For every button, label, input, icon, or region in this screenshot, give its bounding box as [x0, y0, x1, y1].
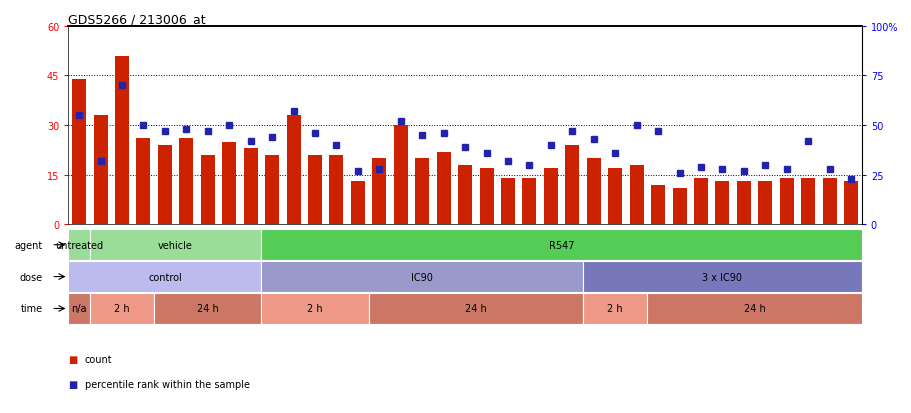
- Bar: [137, 139, 150, 225]
- Bar: [72, 80, 86, 225]
- Bar: [758, 182, 772, 225]
- Text: 24 h: 24 h: [465, 304, 486, 314]
- Bar: [522, 178, 536, 225]
- Bar: [261, 293, 368, 324]
- Bar: [565, 145, 578, 225]
- Bar: [115, 57, 128, 225]
- Bar: [479, 169, 493, 225]
- Bar: [261, 261, 582, 292]
- Bar: [158, 145, 171, 225]
- Bar: [822, 178, 835, 225]
- Bar: [90, 230, 261, 261]
- Text: 2 h: 2 h: [607, 304, 622, 314]
- Text: 3 x IC90: 3 x IC90: [701, 272, 742, 282]
- Bar: [68, 293, 90, 324]
- Bar: [222, 142, 236, 225]
- Bar: [650, 185, 664, 225]
- Text: GDS5266 / 213006_at: GDS5266 / 213006_at: [68, 13, 206, 26]
- Text: n/a: n/a: [71, 304, 87, 314]
- Bar: [693, 178, 707, 225]
- Bar: [243, 149, 258, 225]
- Bar: [500, 178, 515, 225]
- Bar: [286, 116, 301, 225]
- Text: ■: ■: [68, 379, 77, 389]
- Bar: [265, 155, 279, 225]
- Bar: [261, 230, 861, 261]
- Bar: [629, 165, 643, 225]
- Bar: [779, 178, 793, 225]
- Bar: [801, 178, 814, 225]
- Text: 24 h: 24 h: [743, 304, 764, 314]
- Bar: [154, 293, 261, 324]
- Text: R547: R547: [548, 240, 574, 250]
- Bar: [94, 116, 107, 225]
- Bar: [372, 159, 386, 225]
- Bar: [457, 165, 472, 225]
- Text: 24 h: 24 h: [197, 304, 219, 314]
- Bar: [844, 182, 857, 225]
- Text: 2 h: 2 h: [307, 304, 322, 314]
- Bar: [329, 155, 343, 225]
- Bar: [582, 293, 647, 324]
- Bar: [543, 169, 558, 225]
- Bar: [179, 139, 193, 225]
- Bar: [308, 155, 322, 225]
- Bar: [715, 182, 729, 225]
- Text: agent: agent: [15, 240, 43, 250]
- Bar: [90, 293, 154, 324]
- Text: ■: ■: [68, 354, 77, 364]
- Text: dose: dose: [19, 272, 43, 282]
- Bar: [351, 182, 364, 225]
- Bar: [736, 182, 750, 225]
- Bar: [608, 169, 621, 225]
- Text: count: count: [85, 354, 112, 364]
- Bar: [368, 293, 582, 324]
- Text: vehicle: vehicle: [158, 240, 193, 250]
- Bar: [436, 152, 450, 225]
- Text: control: control: [148, 272, 181, 282]
- Bar: [586, 159, 600, 225]
- Text: untreated: untreated: [55, 240, 103, 250]
- Bar: [415, 159, 429, 225]
- Bar: [647, 293, 861, 324]
- Text: IC90: IC90: [411, 272, 433, 282]
- Bar: [68, 230, 90, 261]
- Bar: [68, 261, 261, 292]
- Text: percentile rank within the sample: percentile rank within the sample: [85, 379, 250, 389]
- Bar: [200, 155, 214, 225]
- Text: 2 h: 2 h: [114, 304, 129, 314]
- Bar: [671, 188, 686, 225]
- Bar: [394, 126, 407, 225]
- Bar: [582, 261, 861, 292]
- Text: time: time: [21, 304, 43, 314]
